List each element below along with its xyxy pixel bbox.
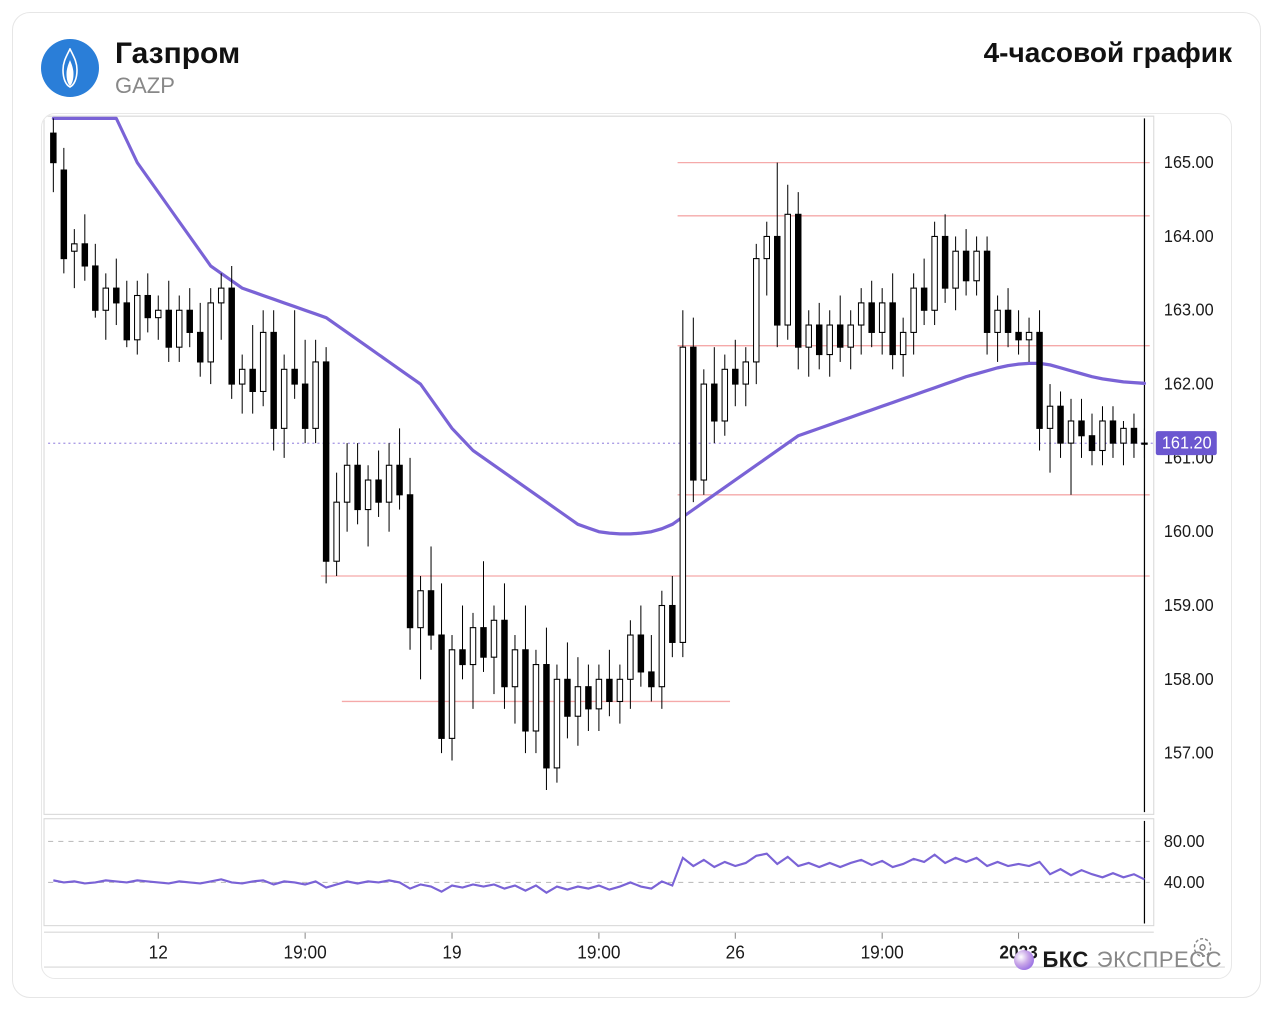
company-logo — [41, 39, 99, 97]
brand-part-1: БКС — [1042, 947, 1088, 973]
timeframe-label: 4-часовой график — [984, 37, 1232, 69]
chart-area[interactable]: 157.00158.00159.00160.00161.00162.00163.… — [41, 113, 1232, 979]
brand-part-2: ЭКСПРЕСС — [1097, 947, 1222, 973]
header-left: Газпром GAZP — [41, 37, 240, 99]
svg-text:19:00: 19:00 — [861, 942, 904, 963]
svg-text:26: 26 — [726, 942, 745, 963]
svg-text:19:00: 19:00 — [284, 942, 327, 963]
svg-text:157.00: 157.00 — [1164, 743, 1214, 763]
company-name: Газпром — [115, 37, 240, 71]
svg-text:80.00: 80.00 — [1164, 831, 1205, 851]
title-block: Газпром GAZP — [115, 37, 240, 99]
svg-text:160.00: 160.00 — [1164, 522, 1214, 542]
svg-text:159.00: 159.00 — [1164, 595, 1214, 615]
svg-text:158.00: 158.00 — [1164, 669, 1214, 689]
header: Газпром GAZP 4-часовой график — [41, 37, 1232, 99]
gazprom-flame-icon — [57, 48, 83, 88]
brand-dot-icon — [1014, 950, 1034, 970]
svg-text:162.00: 162.00 — [1164, 374, 1214, 394]
brand-footer: БКС ЭКСПРЕСС — [1014, 947, 1222, 973]
chart-svg: 157.00158.00159.00160.00161.00162.00163.… — [42, 114, 1231, 978]
svg-text:40.00: 40.00 — [1164, 872, 1205, 892]
svg-text:161.20: 161.20 — [1162, 433, 1212, 453]
svg-text:12: 12 — [149, 942, 168, 963]
ticker-symbol: GAZP — [115, 73, 240, 99]
chart-card: Газпром GAZP 4-часовой график 157.00 158.… — [12, 12, 1261, 998]
svg-text:163.00: 163.00 — [1164, 300, 1214, 320]
svg-text:19:00: 19:00 — [577, 942, 620, 963]
svg-text:19: 19 — [442, 942, 461, 963]
svg-text:164.00: 164.00 — [1164, 226, 1214, 246]
svg-text:165.00: 165.00 — [1164, 153, 1214, 173]
